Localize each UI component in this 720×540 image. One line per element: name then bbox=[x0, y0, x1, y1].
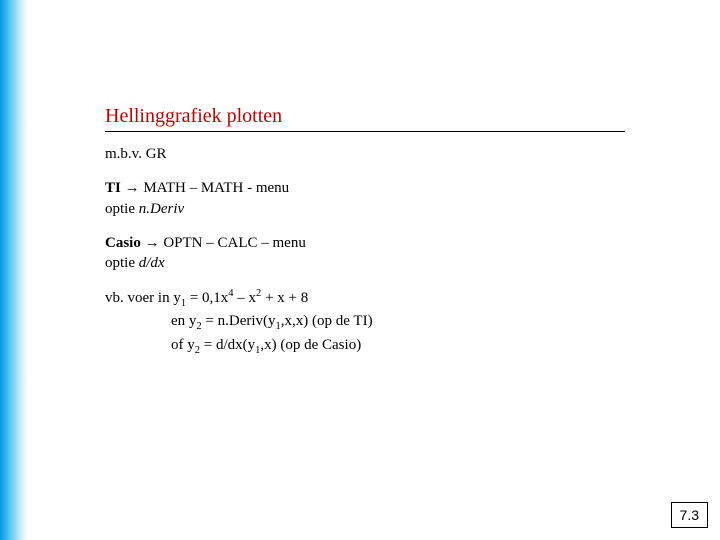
casio-line: OPTN – CALC – menu bbox=[160, 235, 306, 251]
ex-line1-tail: + x + 8 bbox=[261, 290, 308, 306]
page-number: 7.3 bbox=[671, 502, 708, 528]
casio-label: Casio bbox=[105, 235, 141, 251]
ex-line2c: ,x,x) (op de TI) bbox=[281, 313, 373, 329]
ti-label: TI bbox=[105, 180, 121, 196]
ex-line3: of y2 = d/dx(y1,x) (op de Casio) bbox=[105, 337, 361, 353]
ex-line1-eq: = 0,1x bbox=[186, 290, 228, 306]
ti-block: TI → MATH – MATH - menu optie n.Deriv bbox=[105, 178, 625, 219]
ex-line3c: ,x) (op de Casio) bbox=[260, 337, 361, 353]
casio-option-prefix: optie bbox=[105, 255, 139, 271]
ex-line3a: of y bbox=[171, 337, 195, 353]
arrow-glyph: → bbox=[145, 234, 160, 251]
arrow-glyph: → bbox=[125, 179, 140, 196]
ti-option-prefix: optie bbox=[105, 201, 139, 217]
arrow-icon: → bbox=[125, 179, 140, 196]
ex-line2a: en y bbox=[171, 313, 196, 329]
casio-option: d/dx bbox=[139, 255, 165, 271]
slide-title: Hellinggrafiek plotten bbox=[105, 105, 625, 132]
arrow-icon: → bbox=[145, 234, 160, 251]
ex-line2: en y2 = n.Deriv(y1,x,x) (op de TI) bbox=[105, 313, 373, 329]
ex-line2b: = n.Deriv(y bbox=[202, 313, 276, 329]
ti-line: MATH – MATH - menu bbox=[140, 180, 290, 196]
intro-line: m.b.v. GR bbox=[105, 144, 625, 164]
example-block: vb. voer in y1 = 0,1x4 – x2 + x + 8 en y… bbox=[105, 287, 625, 358]
left-gradient-strip bbox=[0, 0, 28, 540]
ex-line3b: = d/dx(y bbox=[200, 337, 255, 353]
slide-content: Hellinggrafiek plotten m.b.v. GR TI → MA… bbox=[105, 105, 625, 372]
ti-option: n.Deriv bbox=[139, 201, 184, 217]
ex-line1-mid: – x bbox=[234, 290, 257, 306]
ex-line1-prefix: vb. voer in y bbox=[105, 290, 181, 306]
casio-block: Casio → OPTN – CALC – menu optie d/dx bbox=[105, 233, 625, 274]
